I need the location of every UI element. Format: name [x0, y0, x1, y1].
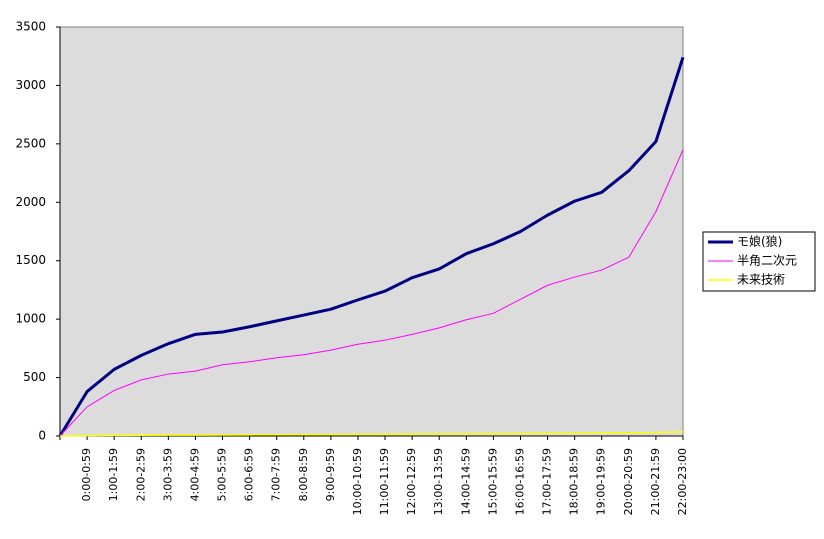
x-tick-label: 18:00-18:59 [568, 448, 581, 515]
series-line [58, 56, 685, 437]
x-tick-label: 0:00-0:59 [80, 448, 93, 501]
x-tick-label: 6:00-6:59 [243, 448, 256, 501]
plot-area [59, 26, 684, 437]
series-line [59, 149, 684, 437]
y-tick-label: 1000 [15, 312, 46, 326]
x-tick-label: 5:00-5:59 [216, 448, 229, 501]
x-tick-label: 3:00-3:59 [161, 448, 174, 501]
x-tick-label: 11:00-11:59 [378, 448, 391, 515]
legend-label: 半角二次元 [737, 254, 797, 268]
x-tick-label: 20:00-20:59 [622, 448, 635, 515]
y-tick-label: 3000 [15, 78, 46, 92]
x-tick-label: 14:00-14:59 [459, 448, 472, 515]
y-tick-label: 0 [38, 429, 46, 443]
y-tick-label: 2500 [15, 136, 46, 150]
y-tick-label: 3500 [15, 20, 46, 34]
x-tick-label: 2:00-2:59 [134, 448, 147, 501]
y-tick-label: 2000 [15, 195, 46, 209]
x-tick-label: 15:00-15:59 [486, 448, 499, 515]
x-tick-label: 12:00-12:59 [405, 448, 418, 515]
y-tick-label: 1500 [15, 253, 46, 267]
x-tick-label: 9:00-9:59 [324, 448, 337, 501]
x-tick-label: 4:00-4:59 [188, 448, 201, 501]
x-tick-label: 8:00-8:59 [297, 448, 310, 501]
series-line [59, 431, 684, 437]
legend-label: モ娘(狼) [737, 234, 782, 249]
x-tick-label: 21:00-21:59 [649, 448, 662, 515]
x-tick-label: 7:00-7:59 [270, 448, 283, 501]
x-tick-label: 19:00-19:59 [595, 448, 608, 515]
x-tick-label: 17:00-17:59 [541, 448, 554, 515]
legend-label: 未来技術 [737, 273, 785, 287]
x-tick-label: 13:00-13:59 [432, 448, 445, 515]
x-tick-label: 16:00-16:59 [513, 448, 526, 515]
x-tick-label: 22:00-23:00 [676, 448, 689, 515]
x-tick-label: 1:00-1:59 [107, 448, 120, 501]
y-tick-label: 500 [23, 370, 46, 384]
x-tick-label: 10:00-10:59 [351, 448, 364, 515]
